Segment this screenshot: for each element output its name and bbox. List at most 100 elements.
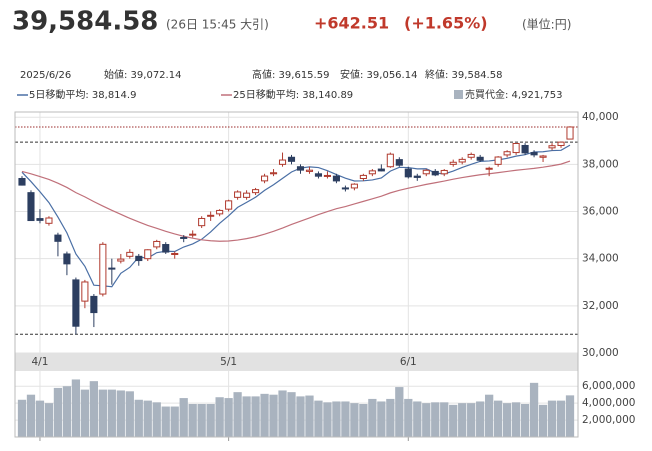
candle-body bbox=[225, 200, 233, 210]
candle-body bbox=[449, 161, 457, 165]
candle-body bbox=[341, 187, 349, 190]
volume-bar bbox=[305, 395, 314, 437]
candle-body bbox=[476, 156, 484, 161]
candle-body bbox=[198, 217, 206, 227]
volume-bar bbox=[556, 400, 566, 437]
candle-body bbox=[359, 174, 367, 179]
unit: (単位:円) bbox=[522, 18, 571, 32]
volume-bar bbox=[413, 401, 422, 437]
candle-body bbox=[485, 167, 493, 170]
candle-body bbox=[207, 214, 215, 217]
volume-bar bbox=[467, 403, 476, 437]
volume-bar bbox=[538, 404, 548, 437]
volume-bar bbox=[511, 402, 521, 437]
candle-body bbox=[431, 170, 439, 176]
candle-body bbox=[548, 145, 556, 149]
candle-body bbox=[135, 255, 143, 262]
candle-body bbox=[296, 166, 305, 171]
candle-body bbox=[422, 169, 430, 175]
candle-body bbox=[287, 156, 296, 162]
candle-body bbox=[90, 295, 98, 314]
volume-bar bbox=[170, 406, 179, 437]
change: +642.51 bbox=[314, 14, 389, 33]
volume-bar bbox=[520, 404, 530, 437]
date: 2025/6/26 bbox=[20, 70, 71, 81]
volume-bar bbox=[422, 403, 431, 437]
volume-bar bbox=[44, 403, 54, 437]
candle-body bbox=[126, 251, 134, 257]
volume-bar bbox=[565, 395, 575, 437]
candle-body bbox=[278, 159, 287, 165]
price: 39,584.58 bbox=[12, 7, 158, 37]
volume-bar bbox=[404, 398, 413, 437]
candle-body bbox=[36, 218, 44, 221]
x-tick-label: 6/1 bbox=[400, 356, 417, 368]
candle-body bbox=[45, 217, 53, 224]
moving-average-line bbox=[21, 160, 571, 242]
candle-body bbox=[314, 173, 323, 177]
volume-bar bbox=[80, 389, 90, 437]
volume-bar bbox=[494, 400, 503, 437]
candle-body bbox=[521, 144, 529, 154]
y-tick-label: 32,000 bbox=[582, 300, 619, 312]
candle-body bbox=[162, 244, 170, 253]
y-tick-label: 36,000 bbox=[582, 206, 619, 218]
candle-body bbox=[252, 189, 260, 194]
volume-bar bbox=[107, 389, 116, 437]
candle-body bbox=[413, 175, 421, 178]
y-tick-label: 34,000 bbox=[582, 253, 619, 265]
volume-bar bbox=[53, 387, 63, 437]
plot-frame bbox=[14, 111, 579, 438]
candle-body bbox=[566, 126, 574, 140]
candle-body bbox=[189, 233, 197, 236]
y-tick-label: 6,000,000 bbox=[582, 380, 635, 392]
candle-body bbox=[332, 175, 340, 182]
change-percent: (+1.65%) bbox=[404, 14, 488, 33]
candle-body bbox=[99, 243, 107, 295]
moving-average-line bbox=[21, 144, 571, 288]
candle-body bbox=[395, 159, 403, 166]
volume-bar bbox=[161, 406, 170, 437]
candle-body bbox=[171, 252, 179, 255]
candle-body bbox=[269, 172, 278, 175]
candle-body bbox=[180, 236, 188, 239]
volume-bar bbox=[440, 402, 449, 437]
volume-bar bbox=[35, 400, 45, 437]
candle-body bbox=[368, 170, 376, 175]
candle-body bbox=[63, 253, 71, 265]
candle-body bbox=[377, 168, 385, 172]
volume-bar bbox=[368, 398, 377, 437]
candle-body bbox=[243, 192, 251, 198]
volume-bar bbox=[269, 394, 278, 437]
volume-bar bbox=[287, 392, 296, 437]
volume-bar bbox=[386, 398, 395, 437]
y-tick-label: 38,000 bbox=[582, 158, 619, 170]
volume-bar bbox=[152, 402, 161, 437]
legend-swatch bbox=[454, 90, 463, 99]
candle-body bbox=[386, 153, 394, 168]
volume-bar bbox=[197, 404, 206, 437]
volume-bar bbox=[485, 394, 494, 437]
candle-body bbox=[153, 240, 161, 248]
volume-bar bbox=[179, 398, 188, 437]
candle-body bbox=[512, 142, 520, 154]
volume-bar bbox=[206, 404, 215, 437]
volume-bar bbox=[332, 401, 341, 437]
volume-bar bbox=[547, 400, 557, 437]
volume-bar bbox=[62, 386, 72, 437]
volume-bar bbox=[224, 398, 233, 437]
low-info: 安値: 39,056.14 bbox=[340, 68, 417, 81]
volume-bar bbox=[233, 392, 242, 437]
volume-bar bbox=[125, 391, 134, 437]
candle-body bbox=[216, 209, 224, 215]
volume-bar bbox=[71, 379, 81, 437]
volume-bar bbox=[98, 389, 107, 437]
x-tick-label: 5/1 bbox=[220, 356, 237, 368]
legend-label: 売買代金: 4,921,753 bbox=[465, 88, 562, 101]
candle-body bbox=[261, 175, 269, 182]
candle-body bbox=[503, 151, 511, 156]
candle-body bbox=[305, 169, 314, 172]
candle-body bbox=[81, 281, 89, 302]
volume-bar bbox=[143, 400, 152, 437]
